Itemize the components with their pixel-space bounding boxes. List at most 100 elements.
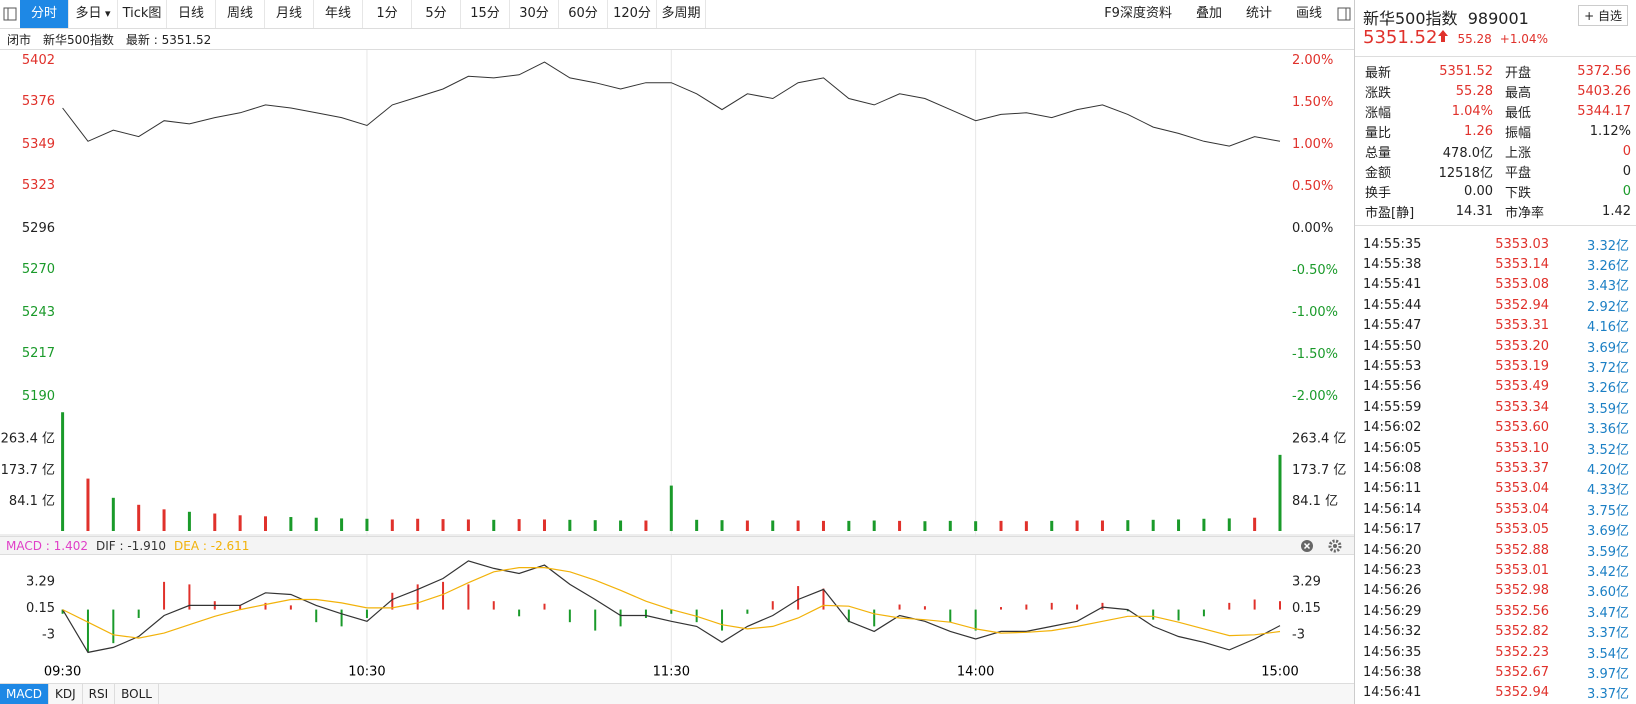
change-pct: +1.04% (1499, 32, 1548, 46)
tick-time: 14:55:38 (1363, 256, 1422, 272)
x-tick-label: 15:00 (1261, 665, 1298, 680)
period-tab[interactable]: Tick图 (118, 0, 167, 28)
period-tab[interactable]: 120分 (608, 0, 657, 28)
y-tick-label: 3.29 (26, 574, 55, 589)
period-tab[interactable]: 多周期 (657, 0, 706, 28)
x-tick-label: 11:30 (653, 665, 690, 680)
indicator-tab[interactable]: MACD (0, 684, 49, 704)
volume-bar (1126, 520, 1130, 531)
x-tick-label: 09:30 (44, 665, 81, 680)
icon (3, 7, 17, 21)
tick-row: 14:55:38 5353.14 3.26亿 (1355, 254, 1636, 274)
quote-value: 1.04% (1451, 103, 1493, 119)
period-tab[interactable]: 日线 (167, 0, 216, 28)
period-tab[interactable]: 30分 (510, 0, 559, 28)
y2-tick-label: -0.50% (1292, 263, 1338, 278)
tick-price: 5353.20 (1495, 338, 1549, 354)
price: 5351.52 (1363, 27, 1438, 48)
volume-bar (1075, 520, 1079, 531)
period-tab[interactable]: 分时 (20, 0, 69, 28)
quote-label: 总量 (1365, 145, 1392, 161)
volume-bar (340, 518, 344, 531)
sidebar-toggle[interactable] (0, 0, 20, 28)
y2-tick-label: 1.00% (1292, 137, 1333, 152)
quote-label: 上涨 (1505, 145, 1532, 161)
tick-price: 5353.04 (1495, 481, 1549, 497)
quote-value: 1.26 (1464, 123, 1493, 139)
volume-bar (441, 519, 445, 531)
quote-label: 涨跌 (1365, 85, 1392, 101)
volume-bar (1151, 519, 1155, 531)
volume-bar (517, 519, 521, 531)
tick-amount: 3.69亿 (1587, 340, 1629, 356)
quote-label: 开盘 (1505, 65, 1532, 81)
tool[interactable]: F9深度资料 (1104, 6, 1172, 21)
quote-value: 0.00 (1464, 183, 1493, 199)
indicator-tab[interactable]: BOLL (115, 684, 159, 704)
y2-tick-label: -2.00% (1292, 389, 1338, 404)
y-tick-label: -3 (42, 627, 55, 642)
tick-row: 14:55:53 5353.19 3.72亿 (1355, 356, 1636, 376)
volume-bar (720, 520, 724, 531)
tick-amount: 3.36亿 (1587, 422, 1629, 438)
period-tab[interactable]: 月线 (265, 0, 314, 28)
volume-bar (771, 520, 775, 531)
volume-bar (872, 520, 876, 531)
quote-value: 0 (1622, 143, 1631, 159)
quote-value: 1.42 (1602, 203, 1631, 219)
period-tab[interactable]: 1分 (363, 0, 412, 28)
volume-bar (213, 513, 217, 531)
tick-amount: 3.54亿 (1587, 646, 1629, 662)
period-tab[interactable]: 60分 (559, 0, 608, 28)
volume-bar (187, 511, 191, 531)
y-tick-label: 5376 (22, 94, 55, 109)
macd-line (62, 567, 1281, 639)
close-icon[interactable] (1300, 539, 1314, 553)
tick-time: 14:56:20 (1363, 542, 1422, 558)
y2-tick-label: -1.50% (1292, 347, 1338, 362)
tool[interactable]: 画线 (1295, 6, 1322, 21)
tick-amount: 3.37亿 (1587, 687, 1629, 703)
price-line (62, 61, 1281, 147)
tick-time: 14:56:05 (1363, 440, 1422, 456)
tick-amount: 3.47亿 (1587, 605, 1629, 621)
period-tabs: 分时多日Tick图日线周线月线年线1分5分15分30分60分120分多周期 (20, 0, 706, 28)
indicator-tab[interactable]: KDJ (49, 684, 83, 704)
volume-bar (619, 520, 623, 531)
tick-time: 14:55:50 (1363, 338, 1422, 354)
panel-toggle[interactable] (1334, 0, 1354, 28)
tool[interactable]: 叠加 (1195, 6, 1222, 21)
tick-price: 5353.05 (1495, 522, 1549, 538)
tick-time: 14:55:35 (1363, 236, 1422, 252)
period-tab[interactable]: 5分 (412, 0, 461, 28)
tick-amount: 3.26亿 (1587, 258, 1629, 274)
quote-row: 总量 478.0亿 上涨 0 (1355, 141, 1636, 161)
tick-time: 14:55:44 (1363, 297, 1422, 313)
indicator-tab[interactable]: RSI (83, 684, 116, 704)
tick-row: 14:55:59 5353.34 3.59亿 (1355, 397, 1636, 417)
tick-amount: 3.42亿 (1587, 564, 1629, 580)
quote-value: 5403.26 (1577, 83, 1631, 99)
y-tick-label-right: 84.1 亿 (1292, 494, 1338, 509)
volume-bar (238, 515, 242, 531)
volume-bar (162, 509, 166, 531)
y2-tick-label: 2.00% (1292, 53, 1333, 68)
tool[interactable]: 统计 (1245, 6, 1272, 21)
volume-bar (264, 516, 267, 531)
tick-time: 14:55:47 (1363, 318, 1422, 334)
tick-time: 14:56:29 (1363, 603, 1422, 619)
watch-button[interactable]: + 自选 (1578, 5, 1628, 26)
y-tick-label-right: 3.29 (1292, 574, 1321, 589)
legend-entry: MACD : 1.402 (6, 538, 88, 553)
period-tab[interactable]: 年线 (314, 0, 363, 28)
y-tick-label: 5349 (22, 137, 55, 152)
index-name: 新华500指数 (43, 32, 114, 47)
tick-row: 14:56:35 5352.23 3.54亿 (1355, 642, 1636, 662)
quote-row: 最新 5351.52 开盘 5372.56 (1355, 61, 1636, 81)
tick-row: 14:56:08 5353.37 4.20亿 (1355, 458, 1636, 478)
period-tab[interactable]: 15分 (461, 0, 510, 28)
settings-icon[interactable] (1328, 539, 1342, 553)
period-tab[interactable]: 多日 (69, 0, 118, 28)
quote-value: 1.12% (1589, 123, 1631, 139)
period-tab[interactable]: 周线 (216, 0, 265, 28)
